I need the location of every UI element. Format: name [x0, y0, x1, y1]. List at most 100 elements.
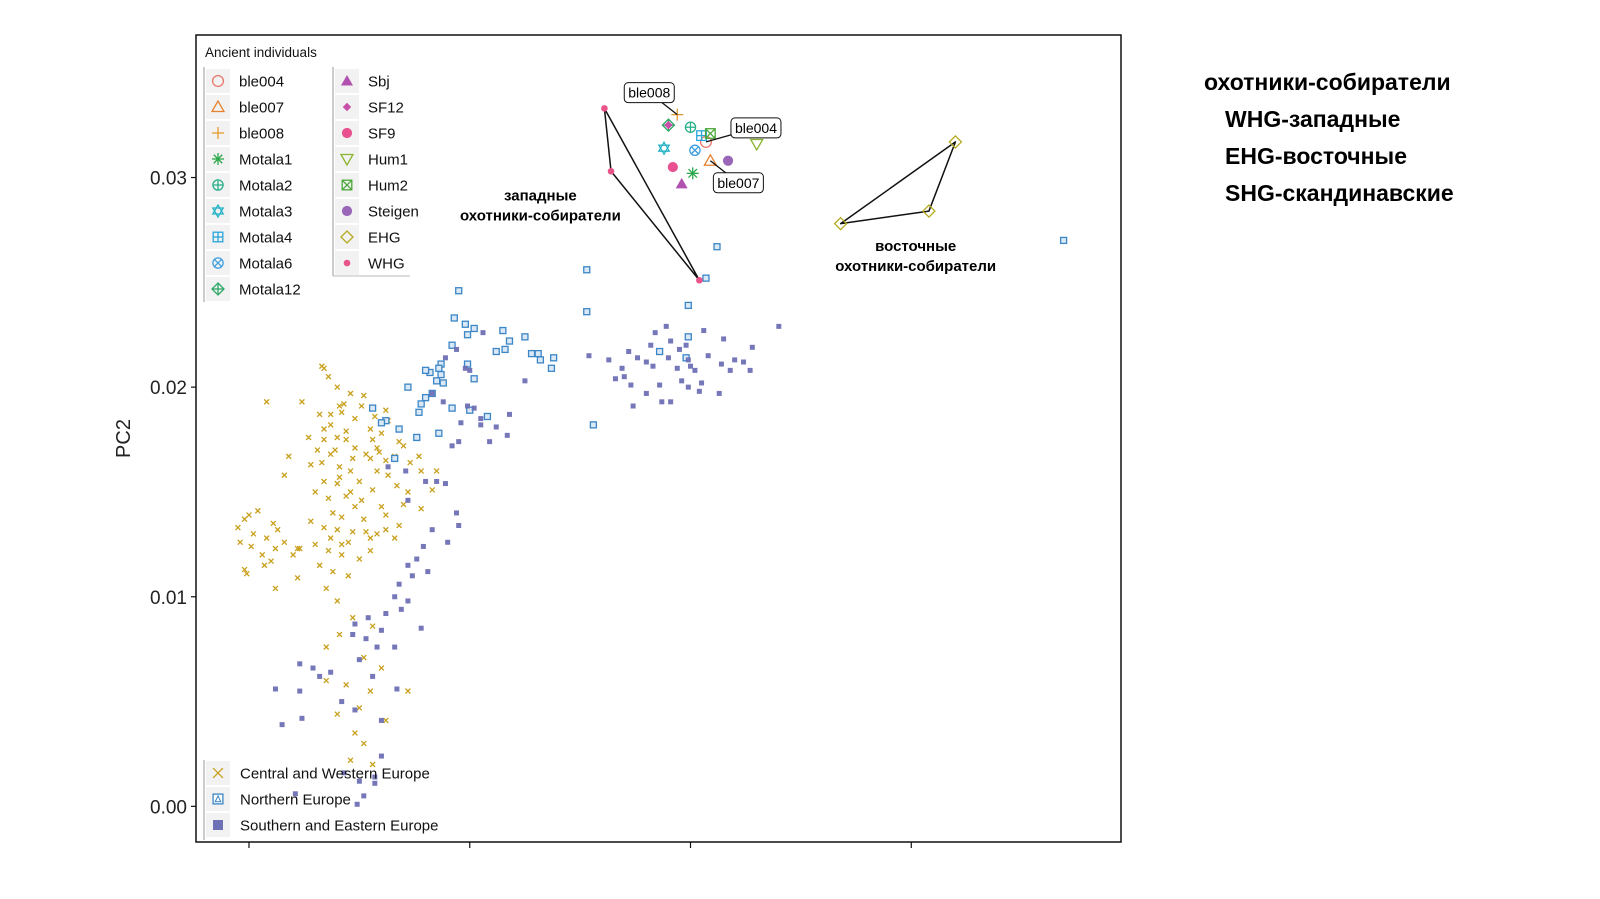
point-southern-and-eastern-europe [429, 527, 435, 533]
legend-key-motala4 [212, 231, 224, 243]
point-central-and-western-europe [429, 486, 436, 493]
point-central-and-western-europe [352, 445, 358, 451]
point-central-and-western-europe [272, 585, 279, 592]
point-southern-and-eastern-europe [454, 346, 460, 352]
side-note-ehg: EHG-восточные [1225, 143, 1407, 169]
point-central-and-western-europe [285, 453, 292, 460]
point-central-and-western-europe [407, 459, 414, 466]
point-central-and-western-europe [343, 428, 350, 435]
point-central-and-western-europe [316, 562, 323, 569]
point-northern-europe [499, 326, 507, 335]
point-northern-europe [395, 425, 403, 433]
point-central-and-western-europe [360, 516, 367, 523]
point-southern-and-eastern-europe [299, 715, 305, 721]
point-sf9 [667, 161, 678, 173]
callout-label: ble007 [717, 175, 759, 191]
legend-label-sf12: SF12 [368, 100, 404, 117]
point-southern-and-eastern-europe [522, 378, 528, 384]
point-central-and-western-europe [378, 503, 385, 510]
point-southern-and-eastern-europe [696, 388, 702, 394]
point-southern-and-eastern-europe [405, 497, 411, 503]
point-southern-and-eastern-europe [462, 365, 468, 371]
point-southern-and-eastern-europe [732, 357, 738, 363]
point-central-and-western-europe [254, 507, 261, 514]
legend-ancient: Ancient individuals ble004 ble007 ble008 Mot… [203, 45, 419, 302]
point-central-and-western-europe [358, 497, 365, 504]
point-central-and-western-europe [332, 447, 338, 453]
point-central-and-western-europe [343, 493, 350, 500]
legend-key-ble007 [210, 99, 226, 113]
legend-key-bg [206, 95, 230, 119]
point-southern-and-eastern-europe [442, 355, 448, 361]
point-central-and-western-europe [382, 407, 389, 414]
legend-key-central-western [212, 767, 224, 779]
point-central-and-western-europe [272, 545, 279, 552]
point-northern-europe [435, 364, 443, 372]
point-southern-and-eastern-europe [440, 399, 446, 405]
point-northern-europe [583, 266, 591, 274]
point-central-and-western-europe [329, 510, 336, 516]
point-southern-and-eastern-europe [721, 336, 727, 342]
point-southern-and-eastern-europe [727, 367, 733, 373]
point-central-and-western-europe [235, 524, 241, 531]
point-southern-and-eastern-europe [396, 581, 402, 587]
point-central-and-western-europe [294, 574, 301, 581]
point-central-and-western-europe [336, 474, 343, 481]
point-northern-europe [684, 301, 692, 310]
point-southern-and-eastern-europe [361, 793, 367, 799]
point-central-and-western-europe [325, 547, 332, 554]
point-central-and-western-europe [281, 472, 288, 479]
point-southern-and-eastern-europe [456, 522, 462, 528]
point-southern-and-eastern-europe [643, 359, 649, 365]
point-central-and-western-europe [318, 459, 325, 466]
legend-label-sf9: SF9 [368, 126, 396, 143]
point-central-and-western-europe [321, 436, 327, 443]
point-southern-and-eastern-europe [374, 644, 380, 650]
point-northern-europe [368, 404, 377, 412]
legend-label-steigen: Steigen [368, 204, 419, 221]
point-southern-and-eastern-europe [606, 357, 612, 363]
hull-whg [603, 107, 701, 281]
point-northern-europe [432, 377, 441, 385]
group-annotation-eastern: охотники-собиратели [835, 258, 996, 275]
point-southern-and-eastern-europe [487, 439, 493, 445]
point-motala6 [689, 144, 701, 157]
legend-key-bg [206, 69, 230, 93]
point-southern-and-eastern-europe [385, 464, 391, 470]
point-central-and-western-europe [356, 704, 363, 711]
point-central-and-western-europe [248, 543, 255, 550]
point-central-and-western-europe [327, 411, 334, 418]
point-southern-and-eastern-europe [279, 722, 285, 728]
legend-label-motala12: Motala12 [239, 282, 301, 299]
point-central-and-western-europe [356, 478, 363, 485]
point-southern-and-eastern-europe [679, 378, 685, 384]
point-central-and-western-europe [336, 463, 343, 470]
point-motala4 [696, 130, 707, 142]
legend-key-bg [335, 225, 359, 249]
point-central-and-western-europe [405, 688, 411, 694]
point-southern-and-eastern-europe [378, 753, 384, 759]
point-central-and-western-europe [343, 681, 350, 688]
point-central-and-western-europe [369, 436, 376, 443]
point-southern-and-eastern-europe [418, 625, 424, 631]
point-southern-and-eastern-europe [352, 621, 358, 627]
point-northern-europe [439, 379, 447, 387]
point-northern-europe [527, 349, 536, 358]
point-central-and-western-europe [261, 562, 268, 569]
point-ehg [922, 204, 936, 218]
point-southern-and-eastern-europe [776, 323, 782, 329]
point-central-and-western-europe [250, 530, 257, 537]
point-central-and-western-europe [393, 482, 400, 489]
point-central-and-western-europe [294, 545, 301, 552]
point-central-and-western-europe [343, 436, 350, 443]
point-southern-and-eastern-europe [409, 573, 415, 579]
point-southern-and-eastern-europe [370, 673, 376, 679]
point-central-and-western-europe [360, 654, 367, 661]
point-central-and-western-europe [367, 426, 374, 432]
point-central-and-western-europe [352, 730, 358, 736]
point-southern-and-eastern-europe [683, 342, 689, 348]
point-southern-and-eastern-europe [356, 657, 362, 663]
callout-label: ble004 [735, 120, 777, 136]
point-central-and-western-europe [334, 711, 341, 718]
legend-label-ble008: ble008 [239, 126, 284, 143]
